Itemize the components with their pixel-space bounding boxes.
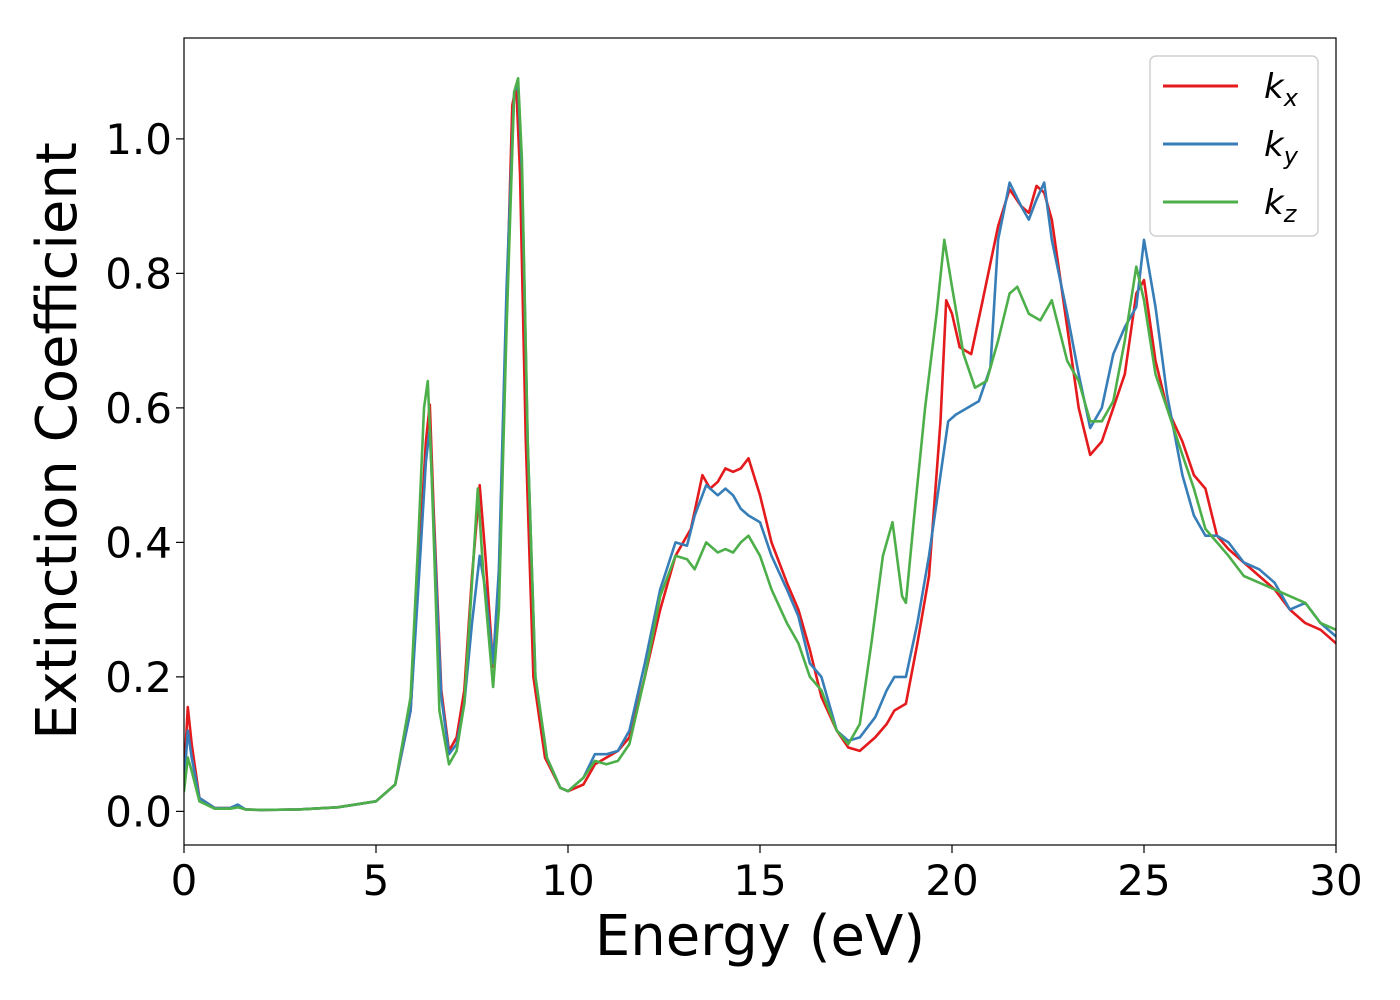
x-axis-title: Energy (eV) [595,904,925,969]
y-tick-label: 0.8 [105,249,172,298]
y-tick-label: 1.0 [105,115,172,164]
x-axis: 0 5 10 15 20 25 30 [171,845,1363,905]
legend-label-y: ky [1264,125,1299,170]
y-axis: 0.0 0.2 0.4 0.6 0.8 1.0 [105,115,184,836]
legend-label-main: k [1264,125,1285,165]
legend-box [1149,55,1319,237]
legend-label-x: kx [1264,67,1299,112]
legend-label-subscript: y [1283,142,1299,170]
x-tick-label: 30 [1309,856,1362,905]
y-tick-label: 0.6 [105,384,172,433]
legend-label-z: kz [1264,183,1298,228]
x-tick-label: 25 [1117,856,1170,905]
x-tick-label: 10 [541,856,594,905]
legend-label-main: k [1264,183,1285,223]
series-line-z [184,77,1336,812]
x-tick-label: 5 [363,856,390,905]
legend-label-main: k [1264,67,1285,107]
series-layer [184,77,1336,812]
y-tick-label: 0.4 [105,518,172,567]
legend-label-subscript: x [1283,84,1299,112]
y-tick-label: 0.2 [105,653,172,702]
x-tick-label: 0 [171,856,198,905]
legend-label-subscript: z [1283,200,1298,228]
y-axis-title: Extinction Coefficient [25,142,90,740]
y-tick-label: 0.0 [105,787,172,836]
x-tick-label: 20 [925,856,978,905]
x-tick-label: 15 [733,856,786,905]
